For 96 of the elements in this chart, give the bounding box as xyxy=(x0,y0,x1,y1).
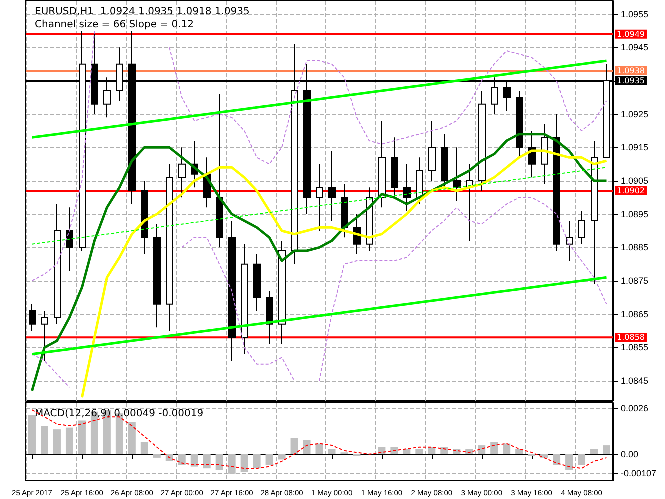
candlestick xyxy=(41,310,48,362)
bar xyxy=(228,454,236,474)
bar xyxy=(440,447,448,454)
bar xyxy=(40,426,48,454)
ref-line-label: 1.0935 xyxy=(617,76,645,86)
line-series xyxy=(30,276,608,356)
text: MACD(12,26,9) 0.00049 -0.00019 xyxy=(35,408,204,420)
bar xyxy=(478,446,486,454)
y-tick-label: 1.0945 xyxy=(621,42,649,53)
candlestick xyxy=(328,150,336,222)
text: Channel size = 66 Slope = 0.12 xyxy=(35,20,194,30)
bar xyxy=(503,444,511,454)
y-tick-label: 1.0865 xyxy=(621,309,649,320)
bar xyxy=(416,449,424,454)
candlestick xyxy=(453,147,461,202)
line-series xyxy=(30,133,608,392)
y-tick-label: 1.0955 xyxy=(621,9,649,20)
line-series xyxy=(30,60,608,139)
bar xyxy=(266,454,274,466)
candlestick xyxy=(478,90,486,192)
bar xyxy=(28,415,36,454)
bar xyxy=(553,454,561,466)
candlestick xyxy=(403,164,411,212)
bar xyxy=(240,454,248,472)
candlestick xyxy=(228,220,236,362)
bar xyxy=(203,454,211,469)
bar xyxy=(128,422,136,454)
candlestick xyxy=(253,254,261,312)
candlestick xyxy=(591,140,598,285)
bar xyxy=(78,420,86,454)
ref-line-label: 1.0902 xyxy=(617,186,645,196)
bar xyxy=(153,454,161,458)
y-tick-label: 1.0845 xyxy=(621,376,649,386)
bar xyxy=(290,438,298,454)
bar xyxy=(216,454,224,470)
y-tick-label: 0.00 xyxy=(621,449,639,460)
bar xyxy=(428,447,436,454)
candlestick xyxy=(166,164,173,332)
bar xyxy=(303,440,311,454)
candlestick xyxy=(341,184,348,238)
candlestick xyxy=(428,120,436,182)
line-series xyxy=(32,410,608,470)
candlestick xyxy=(541,124,548,185)
bar xyxy=(578,454,586,466)
candlestick xyxy=(466,164,473,242)
y-tick-label: 1.0885 xyxy=(621,242,649,253)
ref-line-label: 1.0949 xyxy=(617,30,645,39)
bar xyxy=(516,449,524,454)
y-tick-label: 1.0875 xyxy=(621,276,649,286)
candlestick xyxy=(29,304,36,332)
candlestick xyxy=(566,220,573,262)
bar xyxy=(278,454,286,460)
y-tick-label: 1.0915 xyxy=(621,142,649,153)
candlestick xyxy=(178,147,186,198)
bar xyxy=(490,442,498,454)
line-series xyxy=(32,167,608,245)
text: EURUSD,H1 1.0924 1.0935 1.0918 1.0935 xyxy=(35,6,250,18)
candlestick xyxy=(141,180,148,255)
candlestick xyxy=(153,224,161,328)
bar xyxy=(590,449,598,454)
y-tick-label: 0.0026 xyxy=(621,403,649,414)
candlestick xyxy=(378,120,386,208)
candlestick xyxy=(266,290,273,345)
bar xyxy=(253,454,261,469)
y-tick-label: 1.0895 xyxy=(621,209,649,220)
bar xyxy=(140,442,148,454)
bar xyxy=(603,446,610,454)
y-tick-label: -0.00107 xyxy=(621,468,657,478)
line-series xyxy=(80,150,608,399)
y-tick-label: 1.0905 xyxy=(621,176,649,186)
bar xyxy=(53,430,61,454)
candlestick xyxy=(416,157,423,205)
candlestick xyxy=(54,204,61,325)
bar xyxy=(178,454,186,466)
bar xyxy=(390,447,398,454)
y-tick-label: 1.0925 xyxy=(621,109,649,120)
candlestick xyxy=(241,244,248,355)
candlestick xyxy=(216,94,223,248)
candlestick xyxy=(391,137,398,198)
candlestick xyxy=(316,164,323,232)
candlestick xyxy=(66,207,73,272)
bar xyxy=(566,454,574,470)
ref-line-label: 1.0858 xyxy=(617,333,645,342)
candlestick xyxy=(516,90,523,158)
bar xyxy=(403,449,411,454)
bar xyxy=(328,449,336,454)
bar xyxy=(190,454,198,467)
candlestick xyxy=(553,114,560,252)
bar xyxy=(66,428,74,454)
candlestick xyxy=(578,210,585,245)
y-tick-label: 1.0855 xyxy=(621,342,649,353)
bar xyxy=(466,449,474,454)
bar xyxy=(540,454,548,458)
ref-line-label: 1.0938 xyxy=(617,66,645,76)
candlestick xyxy=(441,134,448,188)
candlestick xyxy=(278,240,286,345)
